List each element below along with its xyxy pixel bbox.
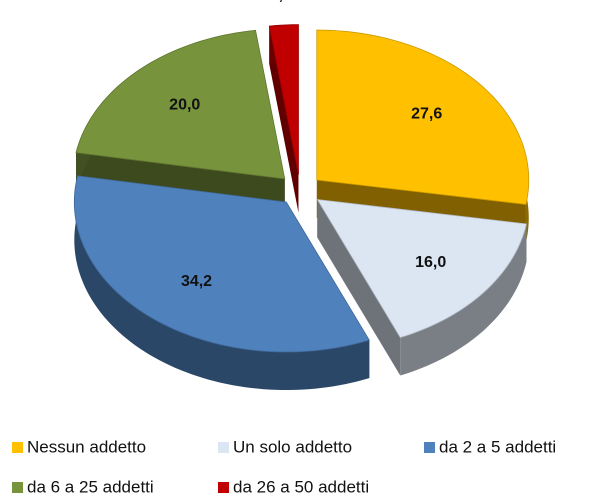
slice	[75, 29, 286, 180]
legend-swatch	[12, 482, 23, 493]
slice-side	[400, 223, 527, 376]
legend-label: Nessun addetto	[27, 437, 146, 456]
slice	[316, 29, 530, 205]
legend-swatch	[218, 442, 229, 453]
legend-label: da 26 a 50 addetti	[233, 477, 369, 496]
slice	[316, 199, 527, 339]
data-label: 34,2	[181, 273, 212, 290]
legend-swatch	[12, 442, 23, 453]
data-label: 27,6	[411, 105, 442, 122]
legend-label: da 6 a 25 addetti	[27, 477, 154, 496]
slice-side	[74, 175, 370, 391]
slice	[73, 175, 370, 353]
data-label: 16,0	[415, 254, 446, 271]
data-label: 2,2	[270, 0, 292, 3]
legend-label: da 2 a 5 addetti	[439, 437, 556, 456]
legend-swatch	[424, 442, 435, 453]
legend-swatch	[218, 482, 229, 493]
slice-wall	[269, 26, 299, 213]
legend-label: Un solo addetto	[233, 437, 352, 456]
slice	[268, 24, 299, 175]
data-label: 20,0	[169, 97, 200, 114]
slice-wall	[317, 199, 401, 376]
